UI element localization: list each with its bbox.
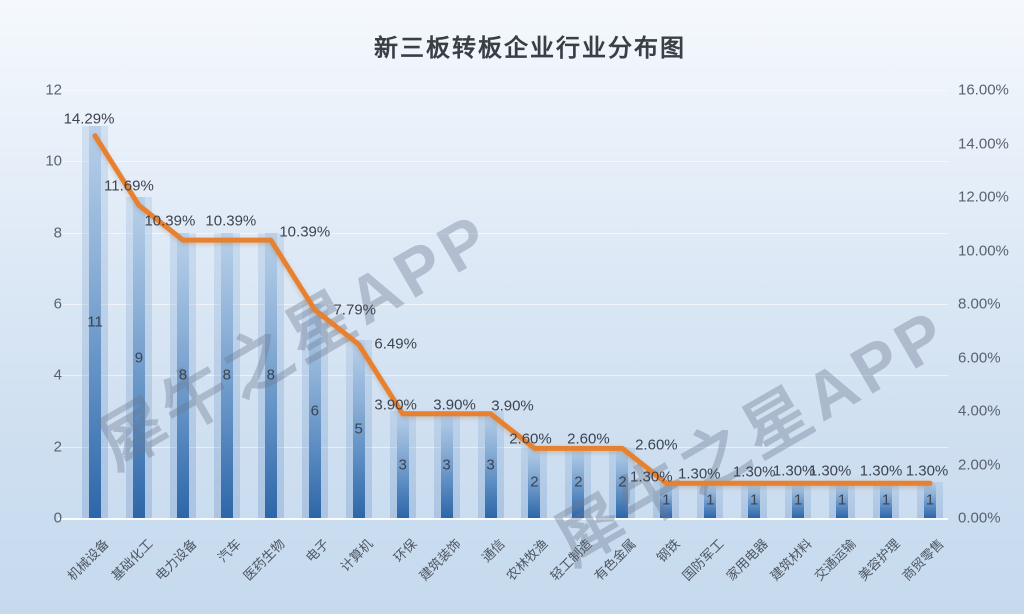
bar [748, 482, 761, 518]
x-axis-label: 汽车 [214, 536, 244, 566]
line-data-label: 11.69% [104, 177, 154, 195]
line-data-label: 2.60% [635, 436, 678, 454]
bar-halo [829, 482, 856, 518]
gridline [58, 161, 948, 163]
bar-value-label: 3 [486, 456, 495, 473]
right-axis-tick: 16.00% [958, 81, 1009, 99]
bar [660, 482, 673, 518]
line-data-label: 1.30% [808, 462, 852, 480]
x-axis-label: 电子 [302, 536, 332, 566]
x-axis-label: 美容护理 [855, 536, 903, 584]
bar-value-label: 1 [750, 491, 759, 509]
left-axis-tick: 0 [53, 509, 62, 527]
x-axis-label: 电力设备 [152, 536, 200, 584]
x-axis-label: 家用电器 [723, 536, 771, 584]
line-data-label: 1.30% [905, 462, 949, 480]
x-axis-label: 建筑装饰 [415, 536, 464, 584]
bar-halo [916, 482, 943, 518]
right-axis-tick: 4.00% [958, 402, 1001, 420]
line-data-label: 10.39% [205, 212, 257, 230]
x-axis-label: 建筑材料 [767, 536, 815, 584]
right-axis-tick: 12.00% [958, 188, 1009, 206]
x-axis-line [58, 518, 948, 520]
bar-halo [785, 482, 812, 518]
bar-value-label: 6 [310, 402, 319, 420]
x-axis-label: 商贸零售 [899, 536, 947, 584]
line-data-label: 1.30% [677, 465, 721, 483]
bar-value-label: 3 [442, 456, 451, 473]
bar-value-label: 8 [266, 366, 275, 384]
line-data-label: 2.60% [509, 430, 552, 448]
x-axis-label: 钢铁 [654, 536, 684, 566]
right-axis-tick: 10.00% [958, 242, 1009, 259]
line-data-label: 3.90% [491, 397, 534, 415]
x-axis-label: 机械设备 [64, 536, 112, 584]
bar-value-label: 3 [398, 456, 407, 473]
line-data-label: 3.90% [433, 396, 476, 414]
bar-value-label: 1 [925, 491, 935, 509]
right-axis-tick: 0.00% [958, 509, 1001, 527]
line-data-label: 14.29% [63, 110, 115, 128]
x-axis-label: 有色金属 [591, 536, 640, 584]
bar [836, 482, 849, 518]
line-data-label: 10.39% [279, 223, 331, 241]
bar-value-label: 11 [87, 313, 103, 331]
bar-value-label: 1 [881, 491, 891, 509]
bar-value-label: 5 [354, 420, 363, 438]
line-data-label: 1.30% [859, 462, 903, 480]
bar [923, 482, 936, 518]
line-data-label: 2.60% [567, 430, 610, 448]
bar-value-label: 9 [134, 349, 144, 366]
bar-halo [741, 482, 768, 518]
bar [792, 482, 805, 518]
chart-title: 新三板转板企业行业分布图 [374, 36, 686, 62]
bar-value-label: 1 [793, 491, 803, 509]
x-axis-label: 交通运输 [811, 536, 859, 584]
right-axis-tick: 6.00% [958, 349, 1001, 366]
line-data-label: 6.49% [374, 335, 417, 353]
bar-value-label: 2 [618, 473, 627, 491]
line-data-label: 3.90% [374, 396, 417, 414]
bar [704, 482, 717, 518]
x-axis-label: 轻工制造 [547, 536, 596, 584]
bar-value-label: 1 [706, 491, 715, 509]
left-axis-tick: 12 [45, 81, 62, 99]
left-axis-tick: 10 [45, 152, 62, 170]
right-axis-tick: 2.00% [958, 456, 1001, 473]
line-data-label: 1.30% [732, 463, 776, 481]
line-data-label: 1.30% [630, 468, 673, 486]
x-axis-label: 农林牧渔 [503, 536, 552, 584]
left-axis-tick: 4 [53, 366, 62, 384]
bar-value-label: 2 [574, 473, 583, 491]
bar-halo [873, 482, 900, 518]
x-axis-label: 通信 [478, 536, 508, 566]
bar [880, 482, 893, 518]
right-axis-tick: 14.00% [958, 135, 1009, 152]
x-axis-label: 计算机 [337, 536, 376, 575]
left-axis-tick: 8 [53, 224, 62, 242]
bar-value-label: 1 [662, 491, 671, 509]
bar-halo [697, 482, 724, 518]
line-data-label: 10.39% [144, 212, 196, 230]
left-axis-tick: 2 [53, 438, 62, 456]
bar-value-label: 2 [530, 473, 539, 491]
bar-value-label: 1 [837, 491, 847, 509]
left-axis-tick: 6 [53, 295, 62, 313]
x-axis-label: 环保 [390, 536, 420, 566]
x-axis-label: 基础化工 [108, 536, 156, 584]
line-data-label: 7.79% [333, 301, 377, 319]
bar-value-label: 8 [178, 366, 188, 384]
gridline [58, 90, 948, 91]
x-axis-label: 医药生物 [240, 536, 288, 584]
bar-halo [653, 482, 680, 518]
bar-value-label: 8 [222, 366, 231, 384]
x-axis-label: 国防军工 [679, 536, 727, 584]
right-axis-tick: 8.00% [958, 295, 1001, 313]
